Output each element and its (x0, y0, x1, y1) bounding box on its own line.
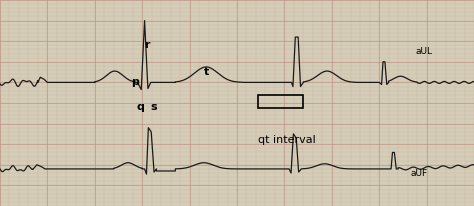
Text: qt interval: qt interval (258, 135, 316, 145)
Text: p: p (131, 77, 139, 87)
Text: aUF: aUF (411, 169, 428, 178)
Text: aUL: aUL (416, 47, 433, 56)
Text: s: s (151, 102, 157, 112)
Bar (258, 95, 303, 108)
Text: t: t (203, 67, 209, 77)
Text: r: r (144, 40, 150, 50)
Text: q: q (137, 102, 145, 112)
